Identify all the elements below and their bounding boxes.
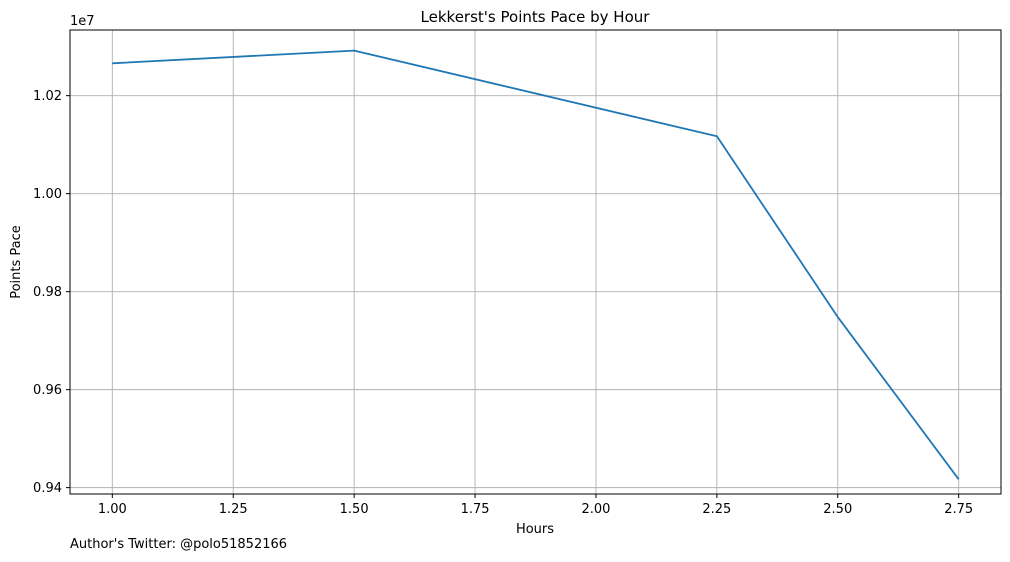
x-axis-label: Hours (516, 522, 554, 537)
y-axis-label: Points Pace (9, 225, 24, 299)
y-axis-offset-label: 1e7 (70, 14, 95, 29)
y-tick-label: 0.96 (33, 383, 62, 398)
x-tick-label: 1.25 (219, 502, 248, 517)
x-tick-label: 1.00 (98, 502, 127, 517)
plot-background (70, 30, 1001, 494)
x-tick-label: 2.75 (944, 502, 973, 517)
series-line (112, 49, 960, 480)
grid (70, 30, 1001, 494)
x-tick-label: 2.00 (581, 502, 610, 517)
chart-title: Lekkerst's Points Pace by Hour (421, 8, 651, 26)
y-axis-ticks: 0.94 0.96 0.98 1.00 1.02 (33, 89, 70, 496)
x-tick-label: 2.25 (702, 502, 731, 517)
x-tick-label: 1.75 (461, 502, 490, 517)
y-tick-label: 1.02 (33, 89, 62, 104)
x-tick-label: 1.50 (340, 502, 369, 517)
plot-frame (69, 29, 1002, 495)
author-twitter-footer: Author's Twitter: @polo51852166 (70, 537, 288, 552)
y-tick-label: 0.98 (33, 285, 62, 300)
x-axis-ticks: 1.00 1.25 1.50 1.75 2.00 2.25 2.50 2.75 (98, 494, 973, 517)
y-tick-label: 1.00 (33, 187, 62, 202)
series-lines (112, 49, 960, 480)
x-tick-label: 2.50 (823, 502, 852, 517)
y-tick-label: 0.94 (33, 481, 62, 496)
